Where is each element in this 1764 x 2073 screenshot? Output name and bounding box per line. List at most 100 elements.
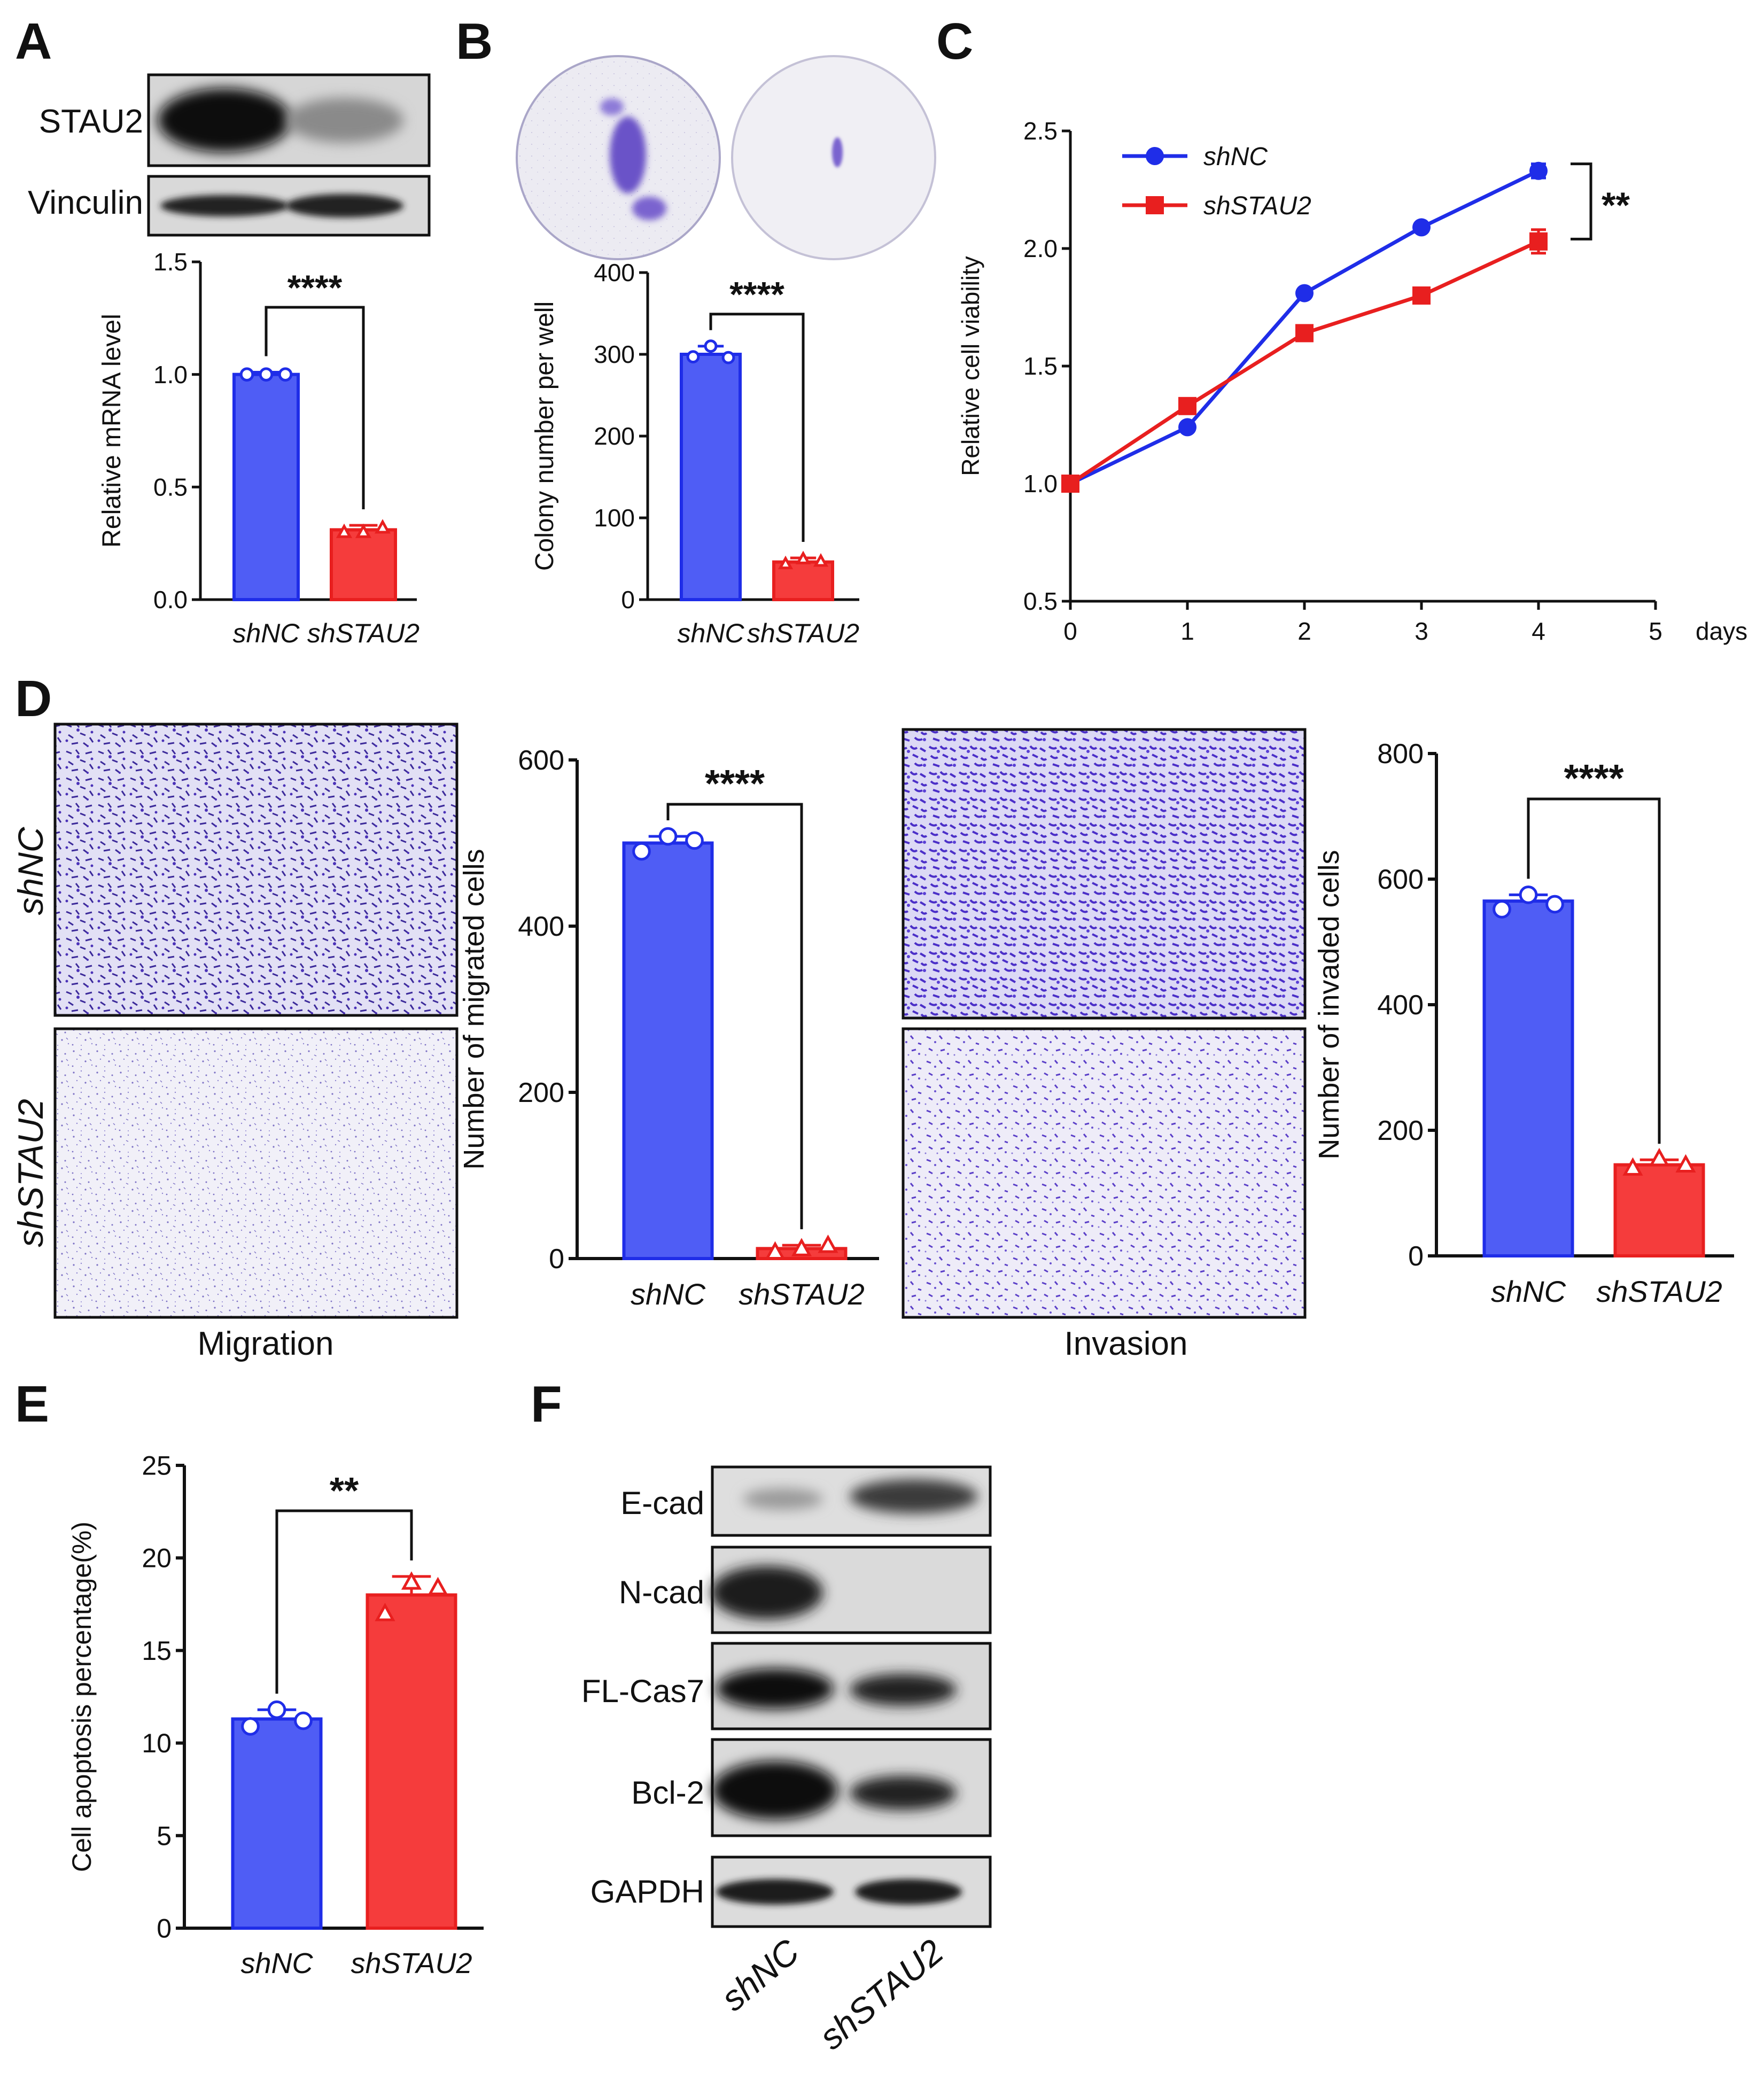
panel-letter-f: F bbox=[531, 1376, 562, 1433]
band-stau2-shnc bbox=[158, 88, 291, 152]
a-y-tick-label: 1.0 bbox=[153, 361, 188, 389]
c-point-shstau2 bbox=[1178, 397, 1196, 415]
panel-letter-c: C bbox=[936, 13, 973, 70]
e-significance-bracket bbox=[275, 1509, 413, 1694]
d2-y-tick-label: 800 bbox=[1377, 739, 1424, 770]
e-point bbox=[241, 1717, 260, 1736]
e-x-tick-label: shSTAU2 bbox=[351, 1947, 472, 1979]
c-y-tick-label: 1.5 bbox=[1023, 352, 1058, 380]
e-bar-shnc bbox=[231, 1717, 323, 1930]
c-legend-marker bbox=[1146, 196, 1164, 214]
c-legend-label: shSTAU2 bbox=[1203, 192, 1311, 220]
e-point bbox=[375, 1603, 395, 1621]
panel-a-blot: STAU2 Vinculin bbox=[28, 73, 431, 237]
e-bar-shstau2 bbox=[366, 1593, 457, 1930]
d2-y-tick-label: 400 bbox=[1377, 990, 1424, 1021]
b-y-tick-label: 100 bbox=[594, 504, 635, 532]
micro-invasion-shstau2 bbox=[902, 1027, 1307, 1319]
c-point-shstau2 bbox=[1061, 475, 1079, 493]
d1-y-tick-label: 0 bbox=[549, 1244, 564, 1275]
d2-bar-shnc bbox=[1482, 899, 1574, 1257]
label-migration: Migration bbox=[198, 1325, 334, 1362]
panel-letter-e: E bbox=[15, 1376, 49, 1433]
d2-y-tick-label: 600 bbox=[1377, 864, 1424, 895]
micro-migration-shstau2 bbox=[53, 1027, 459, 1319]
chart-d-migration: 0 200 400 600 Number of migrated cells shNC sh… bbox=[458, 745, 879, 1311]
micro-migration-shnc bbox=[53, 723, 459, 1017]
c-point-shstau2 bbox=[1529, 232, 1548, 251]
b-point bbox=[795, 550, 811, 564]
a-point bbox=[336, 523, 353, 538]
blot-label-ecad: E-cad bbox=[620, 1485, 704, 1521]
chart-b-colony: 0 100 200 300 400 Colony number per well shNC s… bbox=[531, 259, 859, 648]
d1-y-axis-title: Number of migrated cells bbox=[458, 849, 490, 1169]
d2-point bbox=[1622, 1157, 1643, 1176]
blot-label-flcas7: FL-Cas7 bbox=[581, 1673, 704, 1709]
c-point-shnc bbox=[1295, 284, 1314, 302]
c-point-shstau2 bbox=[1412, 286, 1431, 305]
a-x-tick-label: shNC bbox=[232, 618, 300, 648]
a-bar-shstau2 bbox=[330, 528, 397, 601]
b-y-tick-label: 0 bbox=[621, 586, 635, 614]
colony-cluster-shnc-3 bbox=[600, 98, 624, 115]
chart-c-viability: 0.5 1.0 1.5 2.0 2.5 0 1 2 3 4 5 days Relative cell v… bbox=[957, 117, 1747, 645]
b-y-tick-label: 300 bbox=[594, 340, 635, 368]
e-point bbox=[294, 1711, 313, 1730]
e-y-tick-label: 25 bbox=[142, 1451, 172, 1481]
band-stau2-shstau2 bbox=[286, 98, 403, 143]
c-x-tick-label: 4 bbox=[1532, 617, 1545, 645]
b-y-tick-label: 400 bbox=[594, 259, 635, 286]
a-y-tick-label: 0.5 bbox=[153, 473, 188, 501]
c-y-axis-title: Relative cell viability bbox=[957, 256, 984, 476]
c-significance-label: ** bbox=[1602, 185, 1630, 226]
chart-a-mrna: 0.0 0.5 1.0 1.5 Relative mRNA level shNC shSTA… bbox=[98, 248, 419, 648]
colony-cluster-shnc bbox=[610, 117, 646, 193]
d1-point bbox=[632, 842, 651, 861]
e-y-tick-label: 15 bbox=[142, 1636, 172, 1666]
band-flcas7-shstau2 bbox=[850, 1674, 957, 1706]
row-label-shnc: shNC bbox=[11, 826, 50, 915]
b-x-tick-label: shSTAU2 bbox=[747, 618, 859, 648]
c-legend-label: shNC bbox=[1203, 143, 1268, 171]
d1-point bbox=[765, 1241, 786, 1260]
c-x-tick-label: 2 bbox=[1297, 617, 1311, 645]
d2-y-tick-label: 200 bbox=[1377, 1115, 1424, 1146]
band-vinculin-shstau2 bbox=[286, 194, 403, 218]
label-invasion: Invasion bbox=[1064, 1325, 1188, 1362]
band-bcl2-shstau2 bbox=[850, 1776, 957, 1810]
c-significance-bracket bbox=[1571, 162, 1592, 240]
c-line-shstau2 bbox=[1069, 239, 1540, 485]
a-point bbox=[259, 367, 274, 382]
band-gapdh-shnc bbox=[716, 1879, 834, 1905]
c-y-tick-label: 1.0 bbox=[1023, 470, 1058, 498]
c-x-axis-title: days bbox=[1696, 617, 1747, 645]
blot-label-stau2: STAU2 bbox=[39, 103, 143, 140]
band-ecad-shnc bbox=[743, 1488, 823, 1510]
d1-x-tick-label: shNC bbox=[631, 1277, 706, 1311]
e-point bbox=[428, 1577, 448, 1596]
d2-bar-shstau2 bbox=[1613, 1163, 1705, 1257]
d1-significance-label: **** bbox=[705, 763, 765, 805]
blot-label-ncad: N-cad bbox=[619, 1574, 704, 1610]
colony-cluster-shnc-2 bbox=[632, 197, 666, 220]
e-y-tick-label: 10 bbox=[142, 1728, 172, 1758]
e-point bbox=[401, 1571, 422, 1590]
c-point-shnc bbox=[1178, 418, 1196, 437]
c-y-tick-label: 2.5 bbox=[1023, 117, 1058, 145]
panel-f-blots: E-cad N-cad FL-Cas7 Bcl-2 GAPDH shNC shS… bbox=[581, 1465, 992, 2057]
a-y-axis-title: Relative mRNA level bbox=[98, 314, 126, 547]
a-point bbox=[239, 367, 254, 382]
band-ncad-shnc bbox=[711, 1566, 823, 1619]
panel-b-plates bbox=[516, 55, 936, 260]
panel-letter-a: A bbox=[15, 13, 52, 70]
d2-x-tick-label: shNC bbox=[1491, 1275, 1566, 1308]
band-bcl2-shnc bbox=[712, 1761, 838, 1820]
d2-significance-bracket bbox=[1527, 797, 1661, 1144]
row-label-shstau2: shSTAU2 bbox=[11, 1099, 50, 1247]
d2-y-axis-title: Number of invaded cells bbox=[1313, 850, 1345, 1159]
a-x-tick-label: shSTAU2 bbox=[307, 618, 419, 648]
e-y-tick-label: 20 bbox=[142, 1543, 172, 1573]
b-point bbox=[704, 339, 718, 353]
chart-d-invasion: 0 200 400 600 800 Number of invaded cells shNC… bbox=[1313, 739, 1734, 1308]
d1-y-tick-label: 400 bbox=[518, 911, 564, 942]
